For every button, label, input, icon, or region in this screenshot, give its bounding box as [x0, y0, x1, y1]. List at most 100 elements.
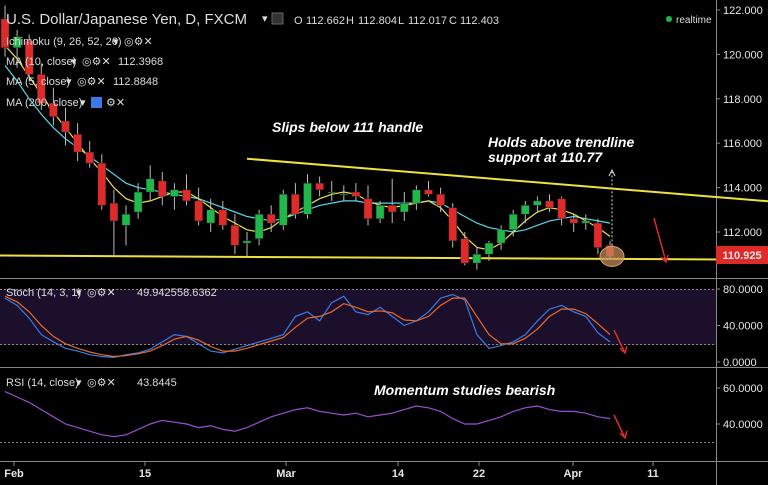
time-tick-label: Mar	[276, 468, 296, 480]
candle-body	[24, 40, 34, 75]
rsi-tick-label: 60.0000	[723, 383, 763, 395]
holds-arrow-head	[608, 168, 616, 177]
last-price-tag	[716, 246, 768, 264]
annotation-holds-1: Holds above trendline	[488, 134, 634, 150]
candle-body	[49, 102, 58, 117]
candle-body	[533, 200, 542, 206]
price-tick-label: 120.000	[723, 49, 763, 61]
bearish-arrow-head	[619, 345, 628, 355]
stoch-tick-label: 0.0000	[723, 357, 757, 369]
candle-body	[61, 120, 70, 133]
rsi-dropdown-icon[interactable]: ▾	[76, 377, 82, 389]
candle-body	[194, 200, 203, 222]
ma10-label[interactable]: MA (10, close)	[6, 56, 76, 68]
stoch-tick-label: 80.0000	[723, 284, 763, 296]
rsi-controls-icon[interactable]: ◎⚙✕	[87, 377, 116, 389]
chart-header: U.S. Dollar/Japanese Yen, D, FXCM ▾ O 11…	[6, 11, 712, 28]
candle-body	[73, 134, 82, 153]
candle-body	[206, 209, 215, 224]
symbol-dropdown-icon[interactable]: ▾	[262, 13, 268, 25]
candle-body	[387, 205, 397, 213]
candle-body	[133, 191, 143, 213]
rsi-legend: RSI (14, close) ▾ ◎⚙✕ 43.8445	[6, 377, 177, 389]
candle-body	[327, 191, 336, 194]
stoch-controls-icon[interactable]: ◎⚙✕	[87, 287, 116, 299]
stoch-legend: Stoch (14, 3, 1) ▾ ◎⚙✕ 49.9425 58.6362	[6, 287, 217, 299]
bearish-arrow-head	[660, 254, 669, 264]
trendline-resistance	[246, 157, 768, 203]
stoch-label[interactable]: Stoch (14, 3, 1)	[6, 287, 81, 299]
candle-body	[12, 36, 22, 48]
ohlc-close-key: C	[449, 15, 457, 27]
candle-body	[303, 182, 312, 215]
candle-body	[291, 194, 300, 215]
ma10-controls-icon[interactable]: ◎⚙✕	[82, 56, 111, 68]
candle-body	[266, 213, 276, 224]
last-price-value: 110.925	[722, 250, 761, 262]
ma200-visibility-icon[interactable]	[91, 97, 102, 108]
candle-body	[460, 238, 470, 264]
candle-body	[230, 225, 240, 246]
rsi-tick-label: 40.0000	[723, 419, 763, 431]
candle-body	[545, 200, 554, 208]
candle-body	[182, 189, 191, 202]
candle-body	[254, 213, 264, 239]
ma200-label[interactable]: MA (200, close)	[6, 97, 82, 109]
ichimoku-dropdown-icon[interactable]: ▾	[113, 36, 119, 48]
rsi-label[interactable]: RSI (14, close)	[6, 377, 79, 389]
candle-body	[145, 178, 155, 193]
time-tick-label: 14	[392, 468, 405, 480]
time-tick-label: 22	[473, 468, 485, 480]
candle-body	[0, 18, 10, 48]
ma5-dropdown-icon[interactable]: ▾	[66, 76, 72, 88]
price-tick-label: 112.000	[723, 227, 762, 239]
candle-body	[363, 198, 373, 219]
ichimoku-label[interactable]: Ichimoku (9, 26, 52, 26)	[6, 36, 122, 48]
ohlc-open-key: O	[294, 15, 303, 27]
candle-body	[375, 205, 385, 219]
annotation-slips: Slips below 111 handle	[272, 119, 423, 135]
indicator-legend: Ichimoku (9, 26, 52, 26) ▾ ◎⚙✕ MA (10, c…	[6, 36, 163, 109]
stoch-tick-label: 40.0000	[723, 321, 763, 333]
candle-body	[424, 189, 433, 195]
settings-icon[interactable]	[272, 13, 283, 24]
symbol-title[interactable]: U.S. Dollar/Japanese Yen, D, FXCM	[6, 11, 247, 28]
annotation-momentum: Momentum studies bearish	[374, 382, 555, 398]
stoch-d-line	[4, 295, 611, 358]
candle-body	[581, 220, 591, 224]
time-tick-label: 11	[647, 468, 659, 480]
axes: 122.000 120.000 118.000 116.000 114.000 112.0…	[4, 5, 763, 480]
ma5-controls-icon[interactable]: ◎⚙✕	[77, 76, 106, 88]
ma10-dropdown-icon[interactable]: ▾	[71, 56, 77, 68]
price-tick-label: 116.000	[723, 138, 762, 150]
ma200-dropdown-icon[interactable]: ▾	[80, 97, 86, 109]
candle-body	[557, 198, 566, 219]
bearish-arrow	[653, 217, 667, 263]
ma200-controls-icon[interactable]: ⚙✕	[106, 97, 125, 109]
bearish-arrow-head	[619, 430, 628, 440]
rsi-value: 43.8445	[137, 377, 177, 389]
stoch-dropdown-icon[interactable]: ▾	[76, 287, 82, 299]
candle-body	[593, 222, 603, 248]
candle-body	[315, 182, 324, 191]
candle-body	[484, 242, 494, 255]
candle-body	[85, 151, 94, 164]
candle-body	[158, 180, 167, 197]
realtime-dot-icon	[666, 16, 672, 22]
ma5-value: 112.8848	[113, 76, 158, 88]
price-series	[0, 5, 768, 270]
ohlc-low-key: L	[398, 15, 404, 27]
bearish-arrow	[613, 329, 626, 354]
ma5-label[interactable]: MA (5, close)	[6, 76, 70, 88]
ichimoku-controls-icon[interactable]: ◎⚙✕	[124, 36, 153, 48]
price-tick-label: 118.000	[723, 94, 762, 106]
stoch-series	[4, 293, 628, 359]
box-icon	[271, 12, 284, 25]
rsi-series	[4, 391, 628, 440]
candle-body	[339, 194, 349, 196]
ohlc-high-value: 112.804	[358, 15, 397, 27]
stoch-panel-band	[0, 289, 716, 345]
candle-body	[448, 207, 457, 242]
candle-body	[170, 189, 179, 197]
stoch-d-value: 58.6362	[177, 287, 217, 299]
